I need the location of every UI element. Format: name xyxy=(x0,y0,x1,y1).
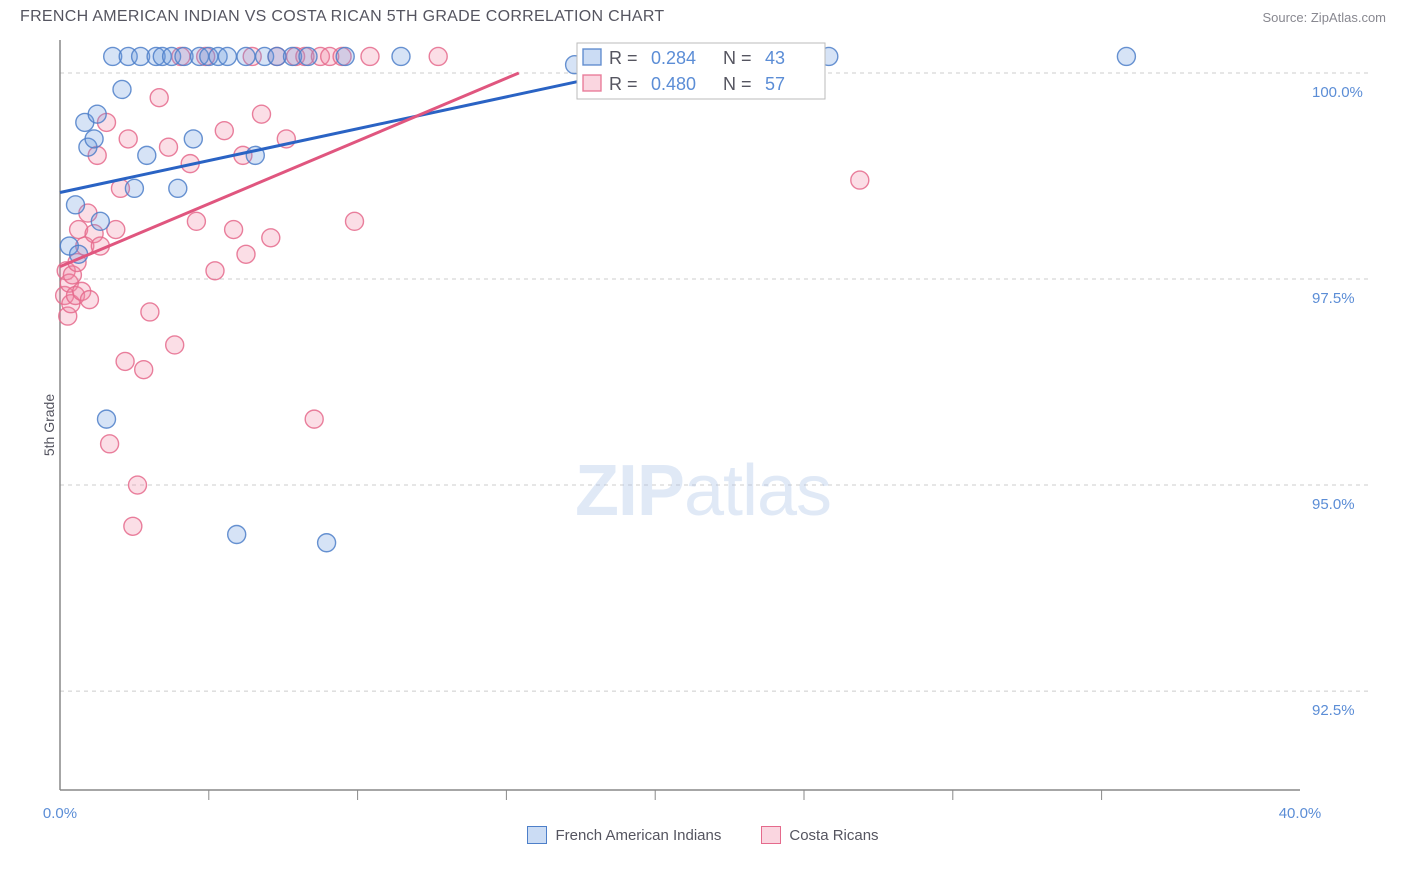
legend: French American Indians Costa Ricans xyxy=(0,826,1406,844)
svg-text:97.5%: 97.5% xyxy=(1312,290,1355,307)
svg-text:N =: N = xyxy=(723,48,752,68)
chart-header: FRENCH AMERICAN INDIAN VS COSTA RICAN 5T… xyxy=(0,0,1406,30)
legend-item-a: French American Indians xyxy=(527,826,721,844)
svg-text:N =: N = xyxy=(723,74,752,94)
svg-text:100.0%: 100.0% xyxy=(1312,84,1363,101)
legend-item-b: Costa Ricans xyxy=(761,826,878,844)
svg-text:57: 57 xyxy=(765,74,785,94)
chart-source: Source: ZipAtlas.com xyxy=(1262,10,1386,25)
chart-container: 5th Grade 92.5% 95.0% 97.5% 100.0% 0.0% 40.0%… xyxy=(20,30,1386,820)
y-axis-label: 5th Grade xyxy=(41,394,57,456)
svg-text:43: 43 xyxy=(765,48,785,68)
svg-text:40.0%: 40.0% xyxy=(1279,805,1322,820)
svg-text:R =: R = xyxy=(609,48,638,68)
svg-text:0.480: 0.480 xyxy=(651,74,696,94)
legend-label-b: Costa Ricans xyxy=(789,827,878,844)
svg-text:0.284: 0.284 xyxy=(651,48,696,68)
svg-text:95.0%: 95.0% xyxy=(1312,496,1355,513)
chart-title: FRENCH AMERICAN INDIAN VS COSTA RICAN 5T… xyxy=(20,8,664,26)
svg-text:R =: R = xyxy=(609,74,638,94)
legend-label-a: French American Indians xyxy=(555,827,721,844)
svg-text:0.0%: 0.0% xyxy=(43,805,77,820)
svg-text:92.5%: 92.5% xyxy=(1312,702,1355,719)
correlation-chart: 92.5% 95.0% 97.5% 100.0% 0.0% 40.0% R = 0.284 N … xyxy=(20,30,1386,820)
legend-swatch-b xyxy=(761,826,781,844)
legend-swatch-a xyxy=(527,826,547,844)
